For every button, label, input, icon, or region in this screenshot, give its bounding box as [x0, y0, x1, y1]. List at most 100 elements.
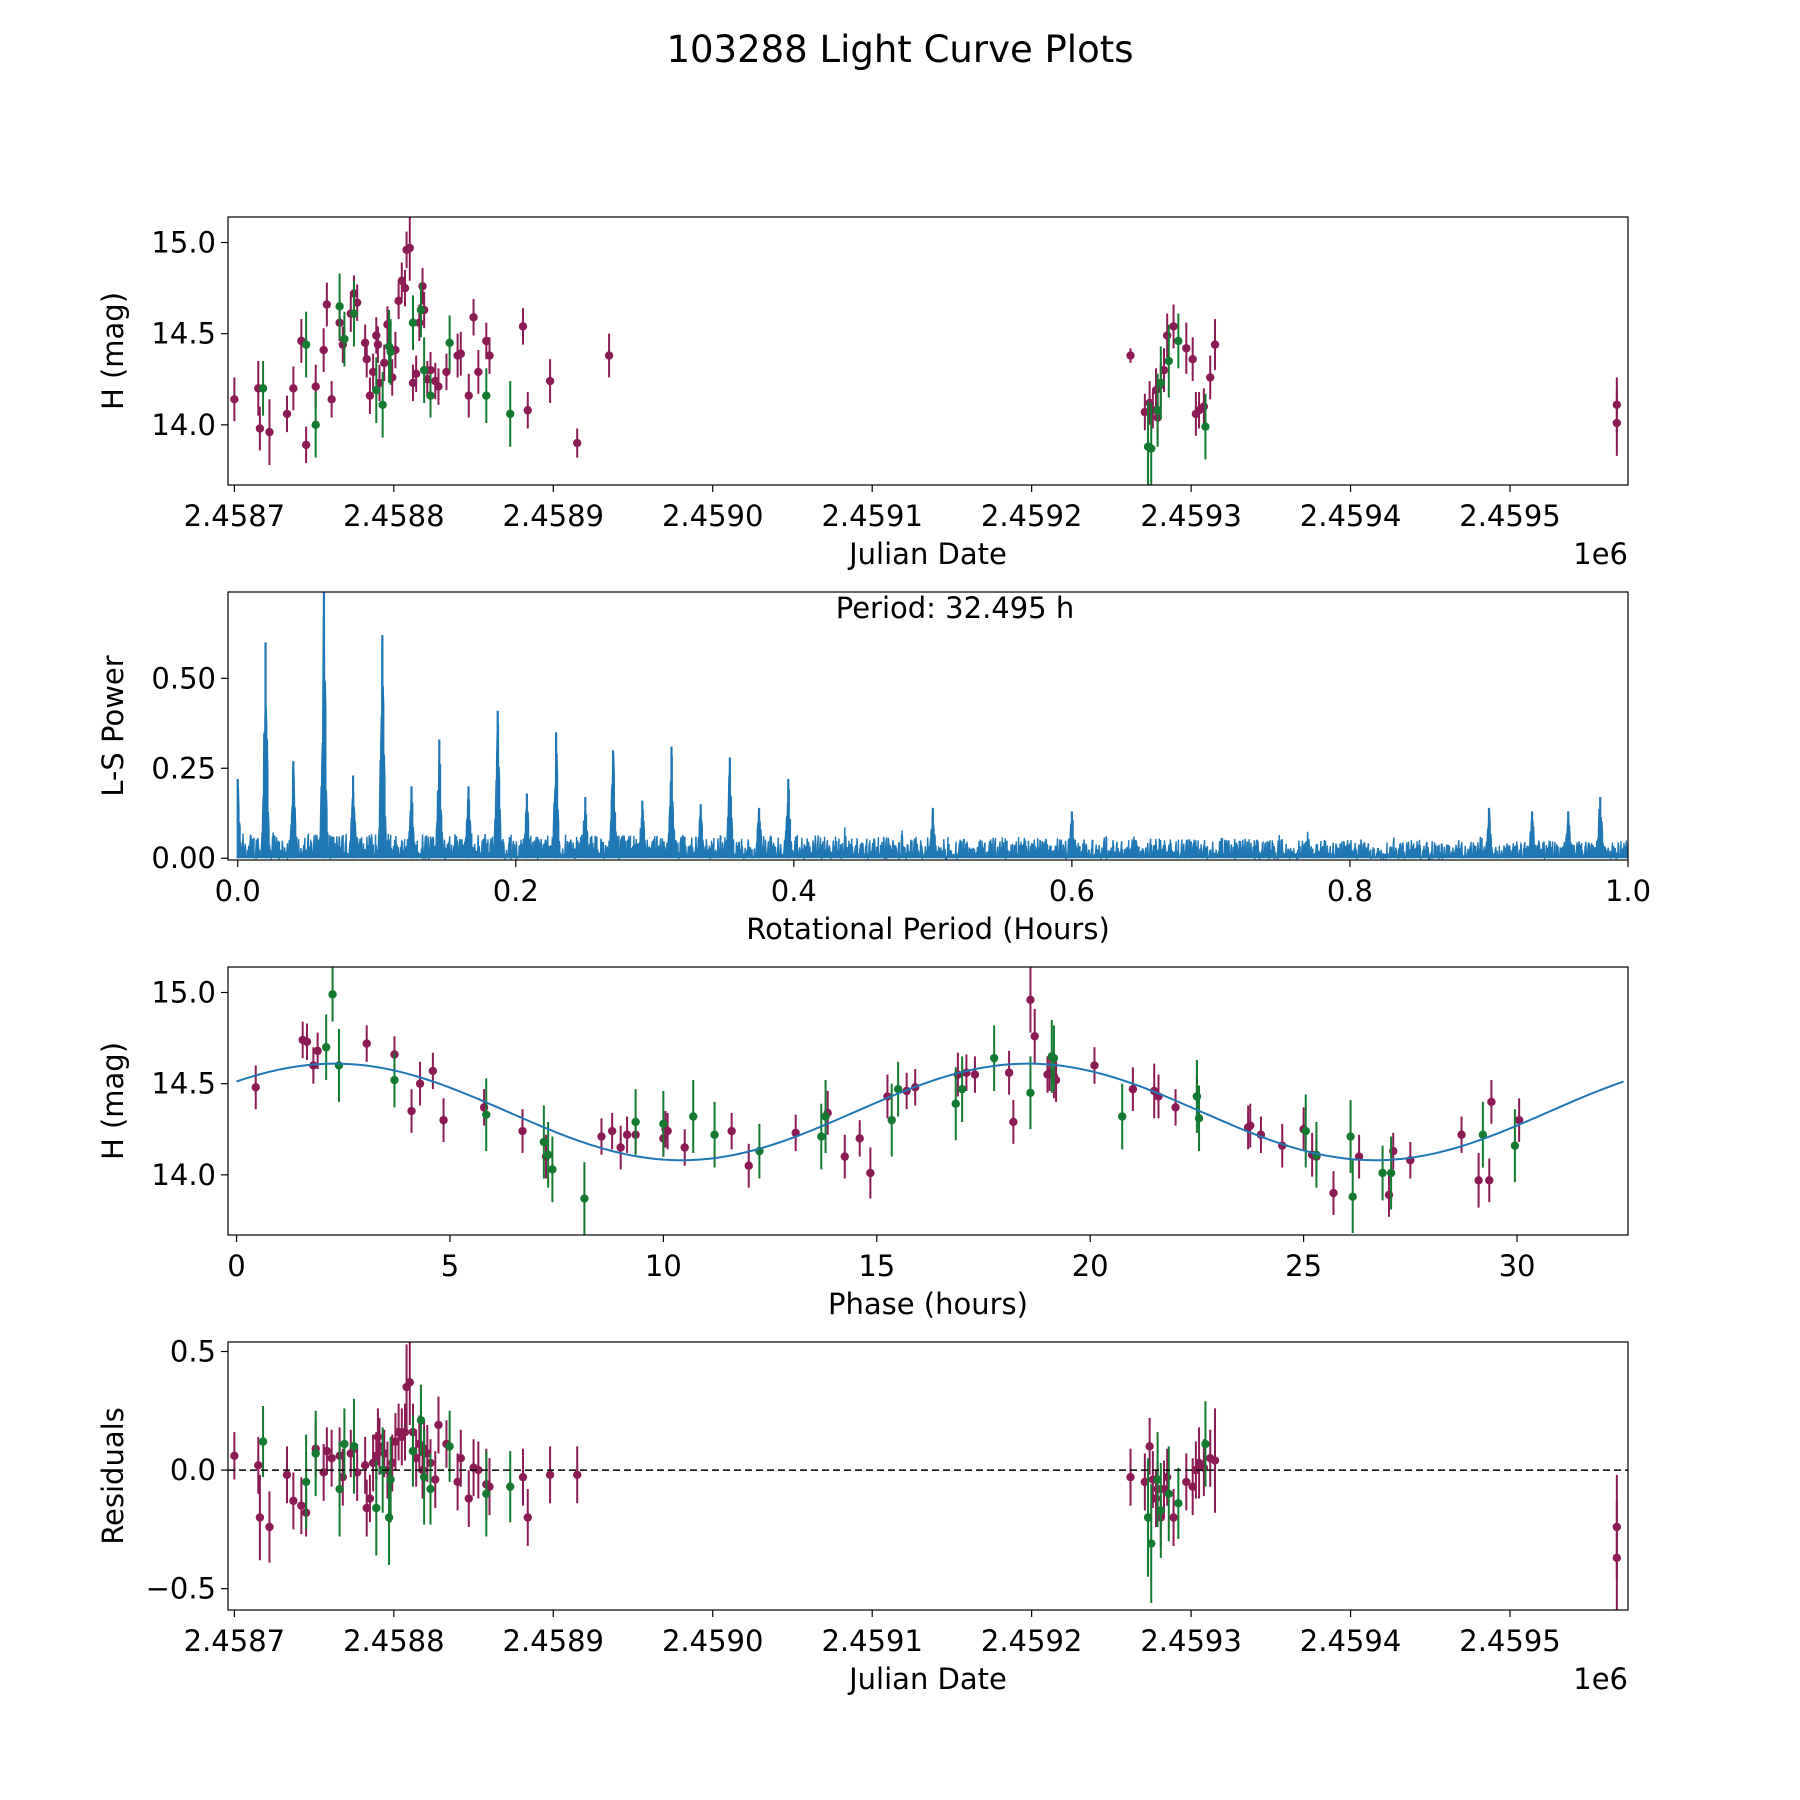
data-point: [518, 322, 528, 331]
data-point: [616, 1143, 625, 1152]
data-point: [1182, 344, 1191, 353]
series-a: [230, 217, 1622, 465]
data-point: [482, 336, 491, 346]
y-axis-label: Residuals: [96, 1407, 130, 1545]
data-point: [386, 1475, 395, 1484]
x-tick-label: 2.4593: [1140, 499, 1241, 533]
data-point: [428, 1066, 438, 1076]
data-point: [378, 400, 387, 409]
y-tick-label: 0.5: [170, 1334, 216, 1368]
data-point: [523, 406, 532, 415]
data-point: [1151, 1494, 1161, 1503]
data-point: [1346, 1132, 1355, 1141]
data-point: [506, 1482, 515, 1491]
data-point: [362, 355, 371, 364]
data-point: [380, 358, 389, 368]
data-point: [362, 1503, 371, 1513]
data-point: [335, 1484, 344, 1494]
data-point: [384, 1513, 394, 1522]
x-tick-label: 2.4589: [503, 499, 604, 533]
data-point: [434, 1420, 443, 1430]
plot-frame: [227, 591, 1629, 861]
phased-curve-panel: 0 5 10 15 20 25 30 14.0 14.5 15.0 Phase (hours) H (…: [96, 966, 1629, 1321]
data-point: [411, 1454, 421, 1463]
data-point: [254, 1461, 263, 1470]
data-point: [362, 1039, 371, 1048]
data-point: [1147, 1539, 1156, 1548]
x-tick-label: 2.4591: [821, 1624, 922, 1658]
data-point: [349, 1442, 359, 1451]
data-point: [327, 395, 336, 404]
data-point: [405, 243, 414, 253]
data-point: [1194, 1114, 1204, 1123]
x-tick-label: 2.4592: [981, 1624, 1082, 1658]
x-tick-label: 0.6: [1049, 874, 1095, 908]
y-tick-label: 15.0: [151, 976, 216, 1010]
series-b: [258, 1384, 1210, 1603]
data-point: [518, 1472, 528, 1482]
data-point: [301, 440, 311, 450]
y-tick-label: −0.5: [146, 1572, 216, 1606]
data-point: [313, 1046, 322, 1056]
data-point: [607, 1126, 617, 1136]
data-point: [445, 338, 454, 347]
data-point: [580, 1194, 589, 1203]
data-point: [375, 1442, 384, 1451]
data-point: [545, 1470, 555, 1480]
data-point: [411, 369, 421, 378]
data-point: [970, 1070, 980, 1079]
data-point: [372, 1503, 381, 1513]
data-point: [258, 384, 268, 393]
x-tick-label: 2.4595: [1459, 499, 1560, 533]
x-tick-label: 2.4592: [981, 499, 1082, 533]
x-tick-label: 2.4591: [821, 499, 922, 533]
data-point: [407, 1106, 416, 1116]
data-point: [989, 1053, 999, 1063]
data-point: [265, 1522, 274, 1532]
data-point: [397, 276, 407, 286]
data-point: [311, 1449, 320, 1458]
y-tick-label: 14.0: [151, 408, 216, 442]
figure-title: 103288 Light Curve Plots: [666, 28, 1134, 71]
data-point: [1612, 1553, 1622, 1563]
data-point: [1026, 1088, 1035, 1097]
data-point: [415, 1079, 425, 1088]
data-point: [365, 391, 375, 400]
x-offset-label: 1e6: [1573, 537, 1628, 571]
data-point: [1171, 1103, 1180, 1112]
data-point: [506, 409, 515, 419]
data-point: [419, 1472, 429, 1482]
y-tick-label: 0.50: [151, 661, 216, 695]
data-point: [1164, 1489, 1173, 1498]
data-point: [1126, 1472, 1135, 1482]
data-point: [1201, 422, 1210, 431]
data-point: [418, 282, 427, 291]
data-point: [230, 395, 239, 404]
y-axis-label: H (mag): [96, 1042, 130, 1160]
data-point: [372, 385, 381, 395]
x-tick-label: 1.0: [1605, 874, 1651, 908]
data-point: [265, 427, 274, 437]
series-b: [258, 273, 1210, 485]
x-tick-label: 0.0: [215, 874, 261, 908]
data-point: [482, 1110, 491, 1119]
data-point: [1169, 322, 1178, 331]
data-point: [311, 382, 320, 391]
data-point: [1174, 336, 1183, 346]
data-point: [289, 1496, 298, 1506]
data-point: [744, 1161, 753, 1170]
periodogram-panel: 0.0 0.2 0.4 0.6 0.8 1.0 0.00 0.25 0.50 Rotational…: [96, 591, 1651, 946]
data-point: [573, 1470, 582, 1480]
x-tick-label: 2.4590: [662, 1624, 763, 1658]
data-point: [423, 375, 432, 384]
data-layer: [230, 217, 1622, 485]
data-point: [230, 1451, 239, 1461]
data-point: [391, 1437, 400, 1446]
data-point: [258, 1437, 268, 1446]
data-layer: [228, 1342, 1628, 1610]
series-a: [230, 1342, 1622, 1610]
x-tick-label: 15: [858, 1249, 895, 1283]
data-point: [1510, 1141, 1520, 1150]
data-point: [482, 391, 491, 400]
data-layer: [236, 592, 1628, 860]
